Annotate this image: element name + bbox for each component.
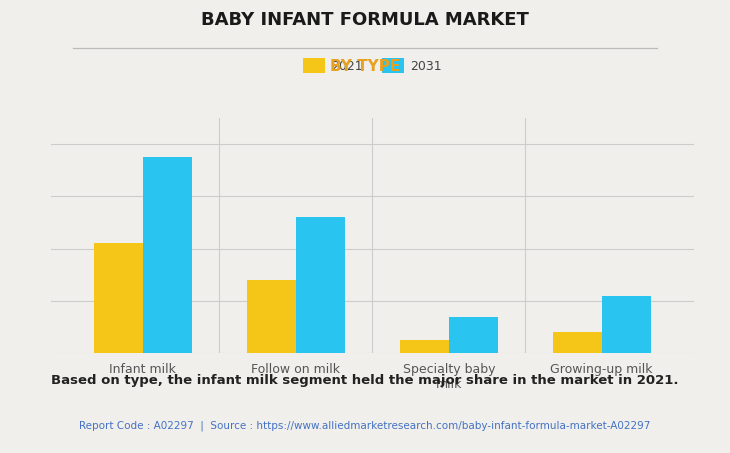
- Bar: [94, 243, 143, 353]
- Bar: [553, 333, 602, 353]
- Bar: [449, 317, 498, 353]
- Legend: 2021, 2031: 2021, 2031: [298, 53, 447, 78]
- Text: Report Code : A02297  |  Source : https://www.alliedmarketresearch.com/baby-infa: Report Code : A02297 | Source : https://…: [80, 420, 650, 431]
- Bar: [143, 157, 192, 353]
- Bar: [296, 217, 345, 353]
- Bar: [247, 280, 296, 353]
- Text: BABY INFANT FORMULA MARKET: BABY INFANT FORMULA MARKET: [201, 11, 529, 29]
- Bar: [400, 340, 449, 353]
- Bar: [602, 296, 650, 353]
- Text: BY TYPE: BY TYPE: [330, 59, 400, 74]
- Text: Based on type, the infant milk segment held the major share in the market in 202: Based on type, the infant milk segment h…: [51, 374, 679, 387]
